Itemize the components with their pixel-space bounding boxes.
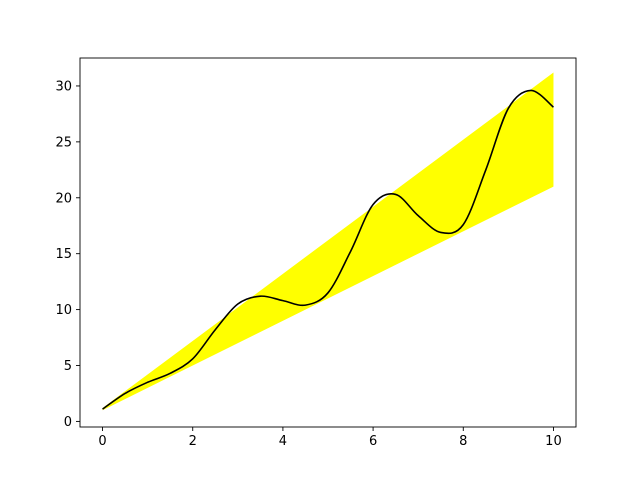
fill-band (102, 72, 554, 411)
plot-frame (79, 57, 577, 428)
x-tick-label: 10 (545, 434, 562, 449)
x-tick-label: 2 (189, 434, 197, 449)
y-tick-label: 15 (55, 247, 72, 262)
y-tick-label: 30 (55, 79, 72, 94)
x-tick-label: 4 (279, 434, 287, 449)
x-tick-label: 6 (369, 434, 377, 449)
y-tick-label: 10 (55, 303, 72, 318)
y-tick-label: 20 (55, 191, 72, 206)
x-tick-label: 0 (98, 434, 106, 449)
y-tick-label: 0 (64, 415, 72, 430)
y-tick-label: 5 (64, 359, 72, 374)
y-tick-label: 25 (55, 135, 72, 150)
series-line-0 (102, 89, 554, 410)
x-tick-label: 8 (459, 434, 467, 449)
